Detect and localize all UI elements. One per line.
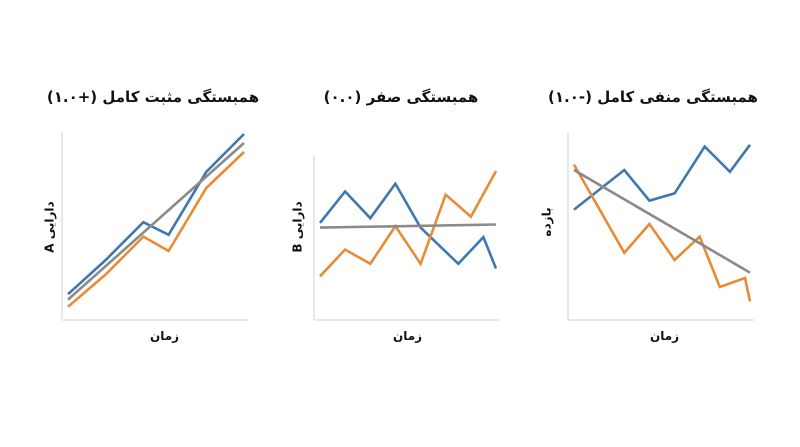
x-axis-label: زمان [150, 329, 180, 343]
plot-area [567, 132, 754, 321]
plot-area [313, 155, 500, 321]
series-line-gray [319, 223, 497, 229]
series-line-blue [67, 133, 245, 296]
series-line-orange [572, 163, 752, 302]
series-line-gray [573, 168, 751, 274]
chart-title: همبستگی منفی کامل (-۱.۰) [548, 88, 758, 106]
chart-title: همبستگی صفر (۰.۰) [323, 88, 479, 106]
series-line-orange [319, 170, 498, 278]
chart-panel-zero: همبستگی صفر (۰.۰) دارایی B زمان [268, 0, 534, 447]
chart-panel-positive: همبستگی مثبت کامل (+۱.۰) دارایی A زمان [20, 0, 286, 447]
series-line-blue [318, 181, 498, 269]
series-line-blue [573, 144, 752, 211]
x-axis-label: زمان [650, 329, 680, 343]
chart-title: همبستگی مثبت کامل (+۱.۰) [46, 88, 260, 106]
series-line-orange [67, 151, 245, 308]
chart-panel-negative: همبستگی منفی کامل (-۱.۰) بازده زمان [520, 0, 786, 447]
x-axis-label: زمان [393, 329, 423, 343]
plot-area [61, 132, 248, 321]
series-line-gray [67, 142, 245, 301]
